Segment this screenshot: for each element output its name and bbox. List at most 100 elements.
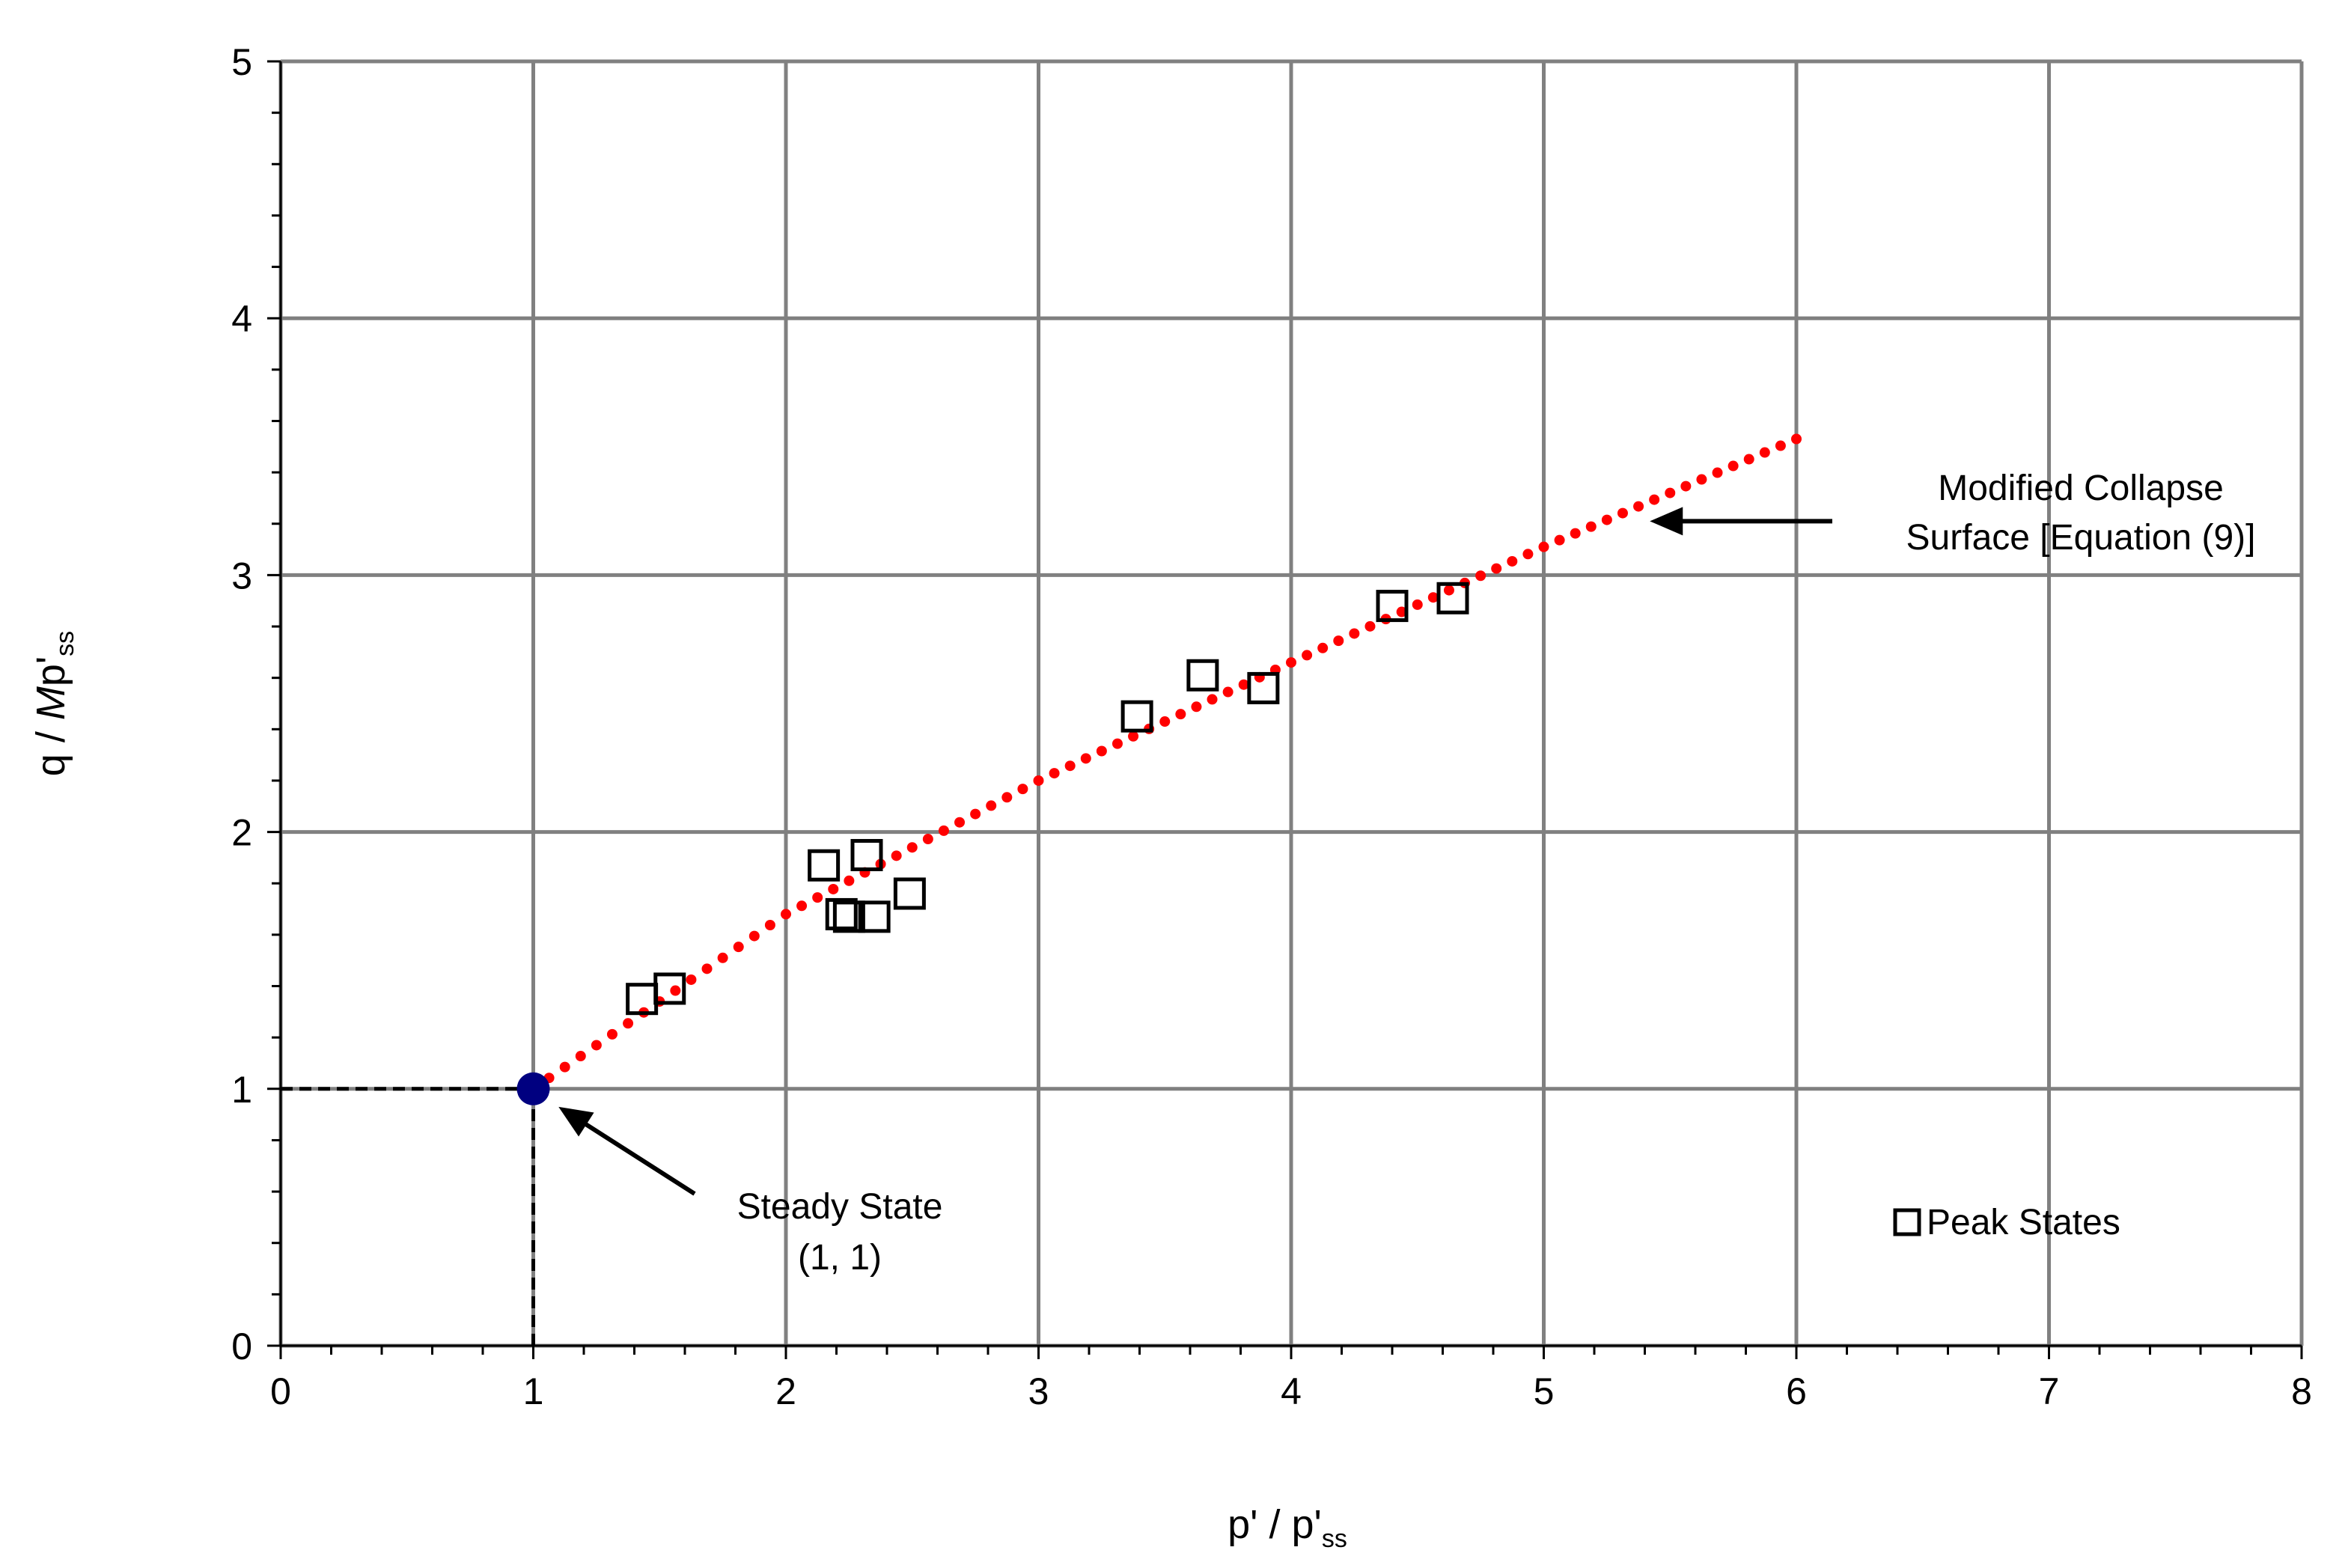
collapse-arrow-head [1650, 507, 1683, 536]
collapse-surface-dot [1222, 686, 1234, 698]
peak-state-marker-2 [808, 849, 841, 882]
x-axis-title: p' / p'ss [1228, 1502, 1347, 1553]
collapse-surface-dot [748, 930, 760, 942]
collapse-surface-curve [543, 433, 1802, 1084]
collapse-surface-dot [970, 808, 981, 820]
collapse-surface-dot [1001, 792, 1013, 803]
y-tick-labels: 0 1 2 3 4 5 [231, 41, 252, 1367]
collapse-surface-dot [1617, 507, 1628, 519]
collapse-surface-dot [1633, 501, 1644, 512]
steady-annotation-line-2: (1, 1) [798, 1238, 882, 1278]
collapse-surface-dot [954, 817, 966, 828]
peak-state-marker-10 [1247, 671, 1280, 704]
collapse-surface-dot [844, 875, 855, 886]
collapse-surface-annotation: Modified Collapse Surface [Equation (9)] [1650, 469, 2255, 558]
collapse-surface-dot [1191, 701, 1202, 713]
collapse-annotation-line-1: Modified Collapse [1938, 469, 2224, 508]
minor-ticks [267, 60, 2303, 1359]
collapse-surface-dot [733, 942, 744, 953]
collapse-surface-dot [1238, 679, 1249, 690]
collapse-surface-dot [1538, 541, 1549, 552]
legend-marker-square [1893, 1208, 1921, 1236]
steady-annotation-line-1: Steady State [737, 1187, 943, 1227]
gridlines [278, 59, 2304, 1348]
collapse-surface-dot [1585, 521, 1597, 532]
collapse-surface-dot [986, 800, 997, 811]
x-tick-label: 5 [1534, 1370, 1555, 1412]
x-tick-label: 6 [1786, 1370, 1807, 1412]
collapse-surface-dot [1302, 650, 1313, 661]
x-tick-labels: 0 1 2 3 4 5 6 7 8 [270, 1370, 2312, 1412]
collapse-surface-dot [1570, 528, 1581, 539]
x-tick-label: 4 [1281, 1370, 1302, 1412]
collapse-surface-dot [1412, 599, 1423, 610]
peak-state-marker-12 [1436, 582, 1469, 614]
collapse-surface-dot [1507, 555, 1518, 567]
collapse-surface-dot [606, 1028, 618, 1040]
collapse-surface-dot [1554, 534, 1565, 546]
collapse-surface-dot [1396, 606, 1407, 617]
x-tick-label: 8 [2291, 1370, 2312, 1412]
collapse-surface-dot [1743, 454, 1754, 465]
collapse-surface-dot [922, 834, 933, 845]
x-tick-label: 0 [270, 1370, 291, 1412]
steady-state-annotation: Steady State (1, 1) [558, 1106, 943, 1278]
collapse-surface-dot [1601, 514, 1612, 525]
collapse-surface-dot [1443, 585, 1454, 596]
collapse-surface-dot [1317, 642, 1329, 653]
collapse-surface-dot [1128, 730, 1139, 742]
collapse-arrow [1650, 507, 1832, 536]
peak-state-marker-7 [893, 877, 926, 910]
collapse-surface-dot [1665, 487, 1676, 498]
collapse-surface-dot [812, 892, 823, 903]
collapse-surface-dot [1286, 657, 1296, 668]
collapse-surface-dot [1364, 620, 1376, 632]
legend-label: Peak States [1927, 1203, 2120, 1242]
collapse-surface-dot [1712, 467, 1723, 478]
peak-state-marker-11 [1376, 590, 1409, 623]
reference-lines [281, 1087, 535, 1346]
y-tick-label: 4 [231, 298, 252, 340]
collapse-surface-dot [1175, 709, 1186, 720]
peak-state-marker-3 [850, 838, 883, 871]
peak-state-markers [626, 582, 1469, 1016]
steady-arrow-head [558, 1106, 594, 1137]
collapse-surface-dot [938, 825, 949, 836]
peak-state-marker-8 [1120, 700, 1153, 733]
collapse-surface-dot [717, 952, 728, 963]
steady-state-layer [516, 1072, 550, 1105]
x-tick-label: 7 [2039, 1370, 2060, 1412]
x-tick-label: 3 [1028, 1370, 1049, 1412]
collapse-surface-dot [1096, 745, 1107, 757]
collapse-surface-dot [1080, 753, 1091, 764]
collapse-surface-dot [1333, 635, 1344, 647]
collapse-surface-dot [591, 1040, 602, 1051]
peak-state-marker-6 [858, 900, 891, 933]
collapse-surface-dot [1649, 494, 1660, 505]
collapse-surface-dot [686, 974, 697, 985]
collapse-surface-dot [1775, 440, 1786, 451]
y-tick-label: 3 [231, 555, 252, 597]
peak-state-marker-4 [825, 897, 858, 930]
peak-state-marker-5 [832, 900, 865, 933]
collapse-surface-dot [575, 1051, 586, 1062]
collapse-surface-dot [891, 850, 902, 861]
x-tick-label: 1 [523, 1370, 544, 1412]
y-tick-label: 5 [231, 41, 252, 83]
collapse-annotation-line-2: Surface [Equation (9)] [1906, 518, 2256, 558]
steady-arrow-shaft [582, 1120, 696, 1196]
collapse-surface-dot [1728, 460, 1739, 472]
collapse-surface-dot [1759, 447, 1770, 458]
collapse-surface-dot [906, 842, 918, 853]
peak-state-marker-1 [653, 972, 686, 1005]
steady-arrow [558, 1106, 696, 1196]
collapse-surface-dot [1522, 549, 1534, 560]
y-tick-label: 2 [231, 812, 252, 854]
collapse-surface-dot [1680, 481, 1692, 492]
collapse-surface-dot [1349, 628, 1360, 639]
y-tick-label: 0 [231, 1326, 252, 1367]
collapse-surface-dot [1112, 738, 1123, 749]
collapse-surface-dot [1491, 563, 1502, 574]
collapse-surface-dot [1159, 716, 1171, 727]
